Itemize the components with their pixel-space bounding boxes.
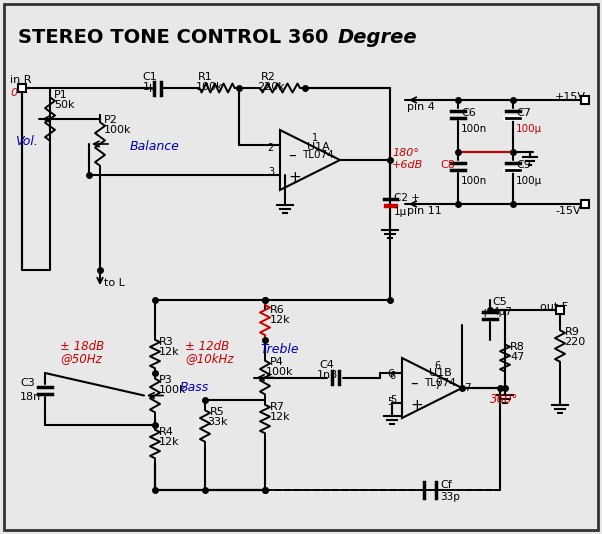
Text: 100n: 100n xyxy=(461,176,487,186)
Text: 33k: 33k xyxy=(207,417,228,427)
Text: 5: 5 xyxy=(387,397,394,407)
Text: R7: R7 xyxy=(270,402,285,412)
Text: @50Hz: @50Hz xyxy=(60,352,102,365)
Text: R3: R3 xyxy=(159,337,174,347)
FancyBboxPatch shape xyxy=(4,4,598,530)
Text: pin 11: pin 11 xyxy=(407,206,442,216)
Text: ± 18dB: ± 18dB xyxy=(60,340,104,353)
Text: R1: R1 xyxy=(198,72,213,82)
Text: out F: out F xyxy=(540,302,568,312)
Text: ± 12dB: ± 12dB xyxy=(185,340,229,353)
Text: Cf: Cf xyxy=(440,480,452,490)
Text: 3: 3 xyxy=(268,167,274,177)
Text: U1A: U1A xyxy=(306,142,329,152)
Text: –: – xyxy=(288,147,296,162)
Text: C7: C7 xyxy=(516,108,531,118)
Text: 12k: 12k xyxy=(270,315,291,325)
Text: C1: C1 xyxy=(143,72,157,82)
Text: 100k: 100k xyxy=(266,367,294,377)
Text: 1: 1 xyxy=(312,133,318,143)
Text: in R: in R xyxy=(10,75,31,85)
Text: +6dB: +6dB xyxy=(392,160,423,170)
Text: 360°: 360° xyxy=(490,393,518,406)
Text: R4: R4 xyxy=(159,427,174,437)
Text: P1: P1 xyxy=(54,90,68,100)
Text: STEREO TONE CONTROL 360: STEREO TONE CONTROL 360 xyxy=(18,28,335,47)
Text: R5: R5 xyxy=(210,407,225,417)
Text: 12k: 12k xyxy=(159,437,179,447)
Text: C5: C5 xyxy=(492,297,507,307)
Text: 1μ: 1μ xyxy=(394,207,407,217)
Text: @10kHz: @10kHz xyxy=(185,352,234,365)
Text: +: + xyxy=(288,170,301,185)
Text: R9: R9 xyxy=(565,327,580,337)
Text: 1μ: 1μ xyxy=(143,82,157,92)
Text: 100k: 100k xyxy=(104,125,131,135)
Text: 180°: 180° xyxy=(392,148,419,158)
Text: 100k: 100k xyxy=(196,82,223,92)
Text: C2 +: C2 + xyxy=(394,193,420,203)
Text: 1n8: 1n8 xyxy=(317,370,338,380)
Text: C8: C8 xyxy=(440,160,455,170)
Text: 50k: 50k xyxy=(54,100,75,110)
Text: 100n: 100n xyxy=(461,124,487,134)
Text: -15V: -15V xyxy=(555,206,580,216)
Text: C3: C3 xyxy=(20,378,35,388)
Text: U1B: U1B xyxy=(429,368,452,378)
Text: 6: 6 xyxy=(434,361,440,371)
Text: 0°: 0° xyxy=(10,88,23,98)
Text: P4: P4 xyxy=(270,357,284,367)
Text: 6: 6 xyxy=(387,369,394,379)
Text: P3: P3 xyxy=(159,375,173,385)
Text: 7: 7 xyxy=(434,381,440,391)
Text: R2: R2 xyxy=(261,72,276,82)
Text: Treble: Treble xyxy=(260,343,299,356)
Text: Vol.: Vol. xyxy=(15,135,38,148)
Text: P2: P2 xyxy=(104,115,118,125)
Text: 7: 7 xyxy=(464,383,471,393)
Text: 47: 47 xyxy=(510,352,524,362)
Text: 5: 5 xyxy=(389,395,396,405)
Text: +15V: +15V xyxy=(555,92,586,102)
Text: 12k: 12k xyxy=(159,347,179,357)
Text: +: + xyxy=(410,398,423,413)
Text: C9: C9 xyxy=(516,160,531,170)
Text: pin 4: pin 4 xyxy=(407,102,435,112)
Text: C4: C4 xyxy=(320,359,335,370)
Text: to L: to L xyxy=(104,278,125,288)
Text: 100μ: 100μ xyxy=(516,124,542,134)
Text: C6: C6 xyxy=(461,108,476,118)
Text: 100k: 100k xyxy=(159,385,187,395)
Text: 6: 6 xyxy=(390,371,396,381)
Text: 4μ7: 4μ7 xyxy=(492,307,512,317)
Text: 12k: 12k xyxy=(270,412,291,422)
Text: R6: R6 xyxy=(270,305,285,315)
Text: TL074: TL074 xyxy=(302,150,334,160)
Text: 33p: 33p xyxy=(440,492,460,502)
Text: –: – xyxy=(410,375,418,390)
Text: R8: R8 xyxy=(510,342,525,352)
Text: Balance: Balance xyxy=(130,140,180,153)
Text: 220: 220 xyxy=(564,337,585,347)
Text: +: + xyxy=(480,307,491,320)
Text: Degree: Degree xyxy=(338,28,418,47)
Text: 220k: 220k xyxy=(257,82,285,92)
Text: 100μ: 100μ xyxy=(516,176,542,186)
Text: 18n: 18n xyxy=(20,392,42,402)
Text: Bass: Bass xyxy=(180,381,209,394)
Text: 2: 2 xyxy=(268,143,274,153)
Text: TL074: TL074 xyxy=(424,378,456,388)
